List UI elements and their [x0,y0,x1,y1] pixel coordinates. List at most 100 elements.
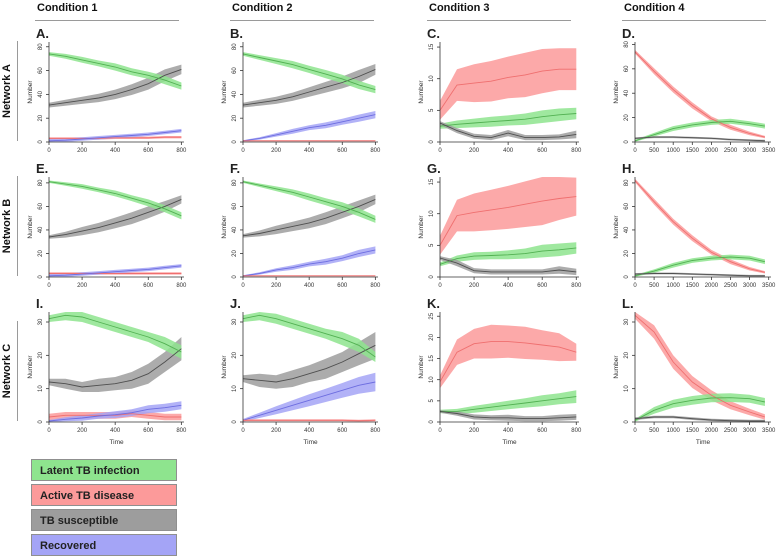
svg-text:400: 400 [304,148,315,154]
chart-L: 0 500 1000 1500 2000 2500 3000 3500 0 10 20 30 Numbe… [613,312,776,446]
svg-text:Number: Number [613,215,620,239]
chart-C: 0 200 400 600 800 0 5 10 15 Number [418,42,582,154]
chart-K: 0 200 400 600 800 0 5 10 15 20 25 Number Time [418,312,582,446]
svg-text:800: 800 [370,148,381,154]
svg-text:600: 600 [143,148,154,154]
svg-text:10: 10 [624,385,630,392]
panel-D: D. 0 500 1000 1500 2000 2500 3000 3500 0 20 40 60 80… [608,26,777,156]
svg-text:20: 20 [429,333,435,340]
svg-text:20: 20 [624,249,630,256]
svg-text:40: 40 [232,90,238,97]
row-label-network-b: Network B [0,176,18,276]
svg-text:600: 600 [337,283,348,289]
svg-text:1000: 1000 [667,148,681,154]
panel-B: B. 0 200 400 600 800 0 20 40 60 80 Number [216,26,384,156]
chart-I: 0 200 400 600 800 0 10 20 30 Number Time [27,312,187,446]
svg-text:1500: 1500 [686,428,700,434]
svg-text:0: 0 [241,283,245,289]
svg-text:800: 800 [176,428,187,434]
svg-text:200: 200 [469,283,480,289]
svg-text:2500: 2500 [724,148,738,154]
svg-text:0: 0 [232,420,238,424]
chart-H: 0 500 1000 1500 2000 2500 3000 3500 0 20 40 60 80 Num… [613,177,776,289]
svg-text:10: 10 [429,376,435,383]
svg-text:Number: Number [27,80,34,104]
svg-text:20: 20 [624,351,630,358]
svg-text:0: 0 [241,428,245,434]
svg-text:20: 20 [232,351,238,358]
legend: Latent TB infection Active TB disease TB… [31,459,177,559]
svg-text:15: 15 [429,355,435,362]
chart-A: 0 200 400 600 800 0 20 40 60 80 Number [27,42,187,154]
svg-text:20: 20 [232,114,238,121]
svg-text:1500: 1500 [686,283,700,289]
svg-text:Number: Number [221,215,228,239]
svg-text:60: 60 [624,65,630,72]
svg-text:Number: Number [221,355,228,379]
svg-text:Time: Time [502,439,517,446]
svg-text:600: 600 [537,428,548,434]
svg-text:400: 400 [110,428,121,434]
panel-letter-I: I. [36,296,44,311]
panel-letter-B: B. [230,26,243,41]
svg-text:800: 800 [571,148,582,154]
svg-text:200: 200 [77,283,88,289]
svg-text:80: 80 [38,179,44,186]
svg-text:200: 200 [77,428,88,434]
svg-text:20: 20 [232,249,238,256]
svg-text:60: 60 [624,202,630,209]
svg-text:600: 600 [537,148,548,154]
legend-item-latent-tb-infection: Latent TB infection [31,459,177,481]
svg-text:20: 20 [624,114,630,121]
svg-text:30: 30 [624,318,630,325]
svg-text:200: 200 [77,148,88,154]
svg-text:5: 5 [429,108,435,112]
svg-text:500: 500 [649,428,660,434]
svg-text:40: 40 [624,226,630,233]
chart-E: 0 200 400 600 800 0 20 40 60 80 Number [27,177,187,289]
column-header-condition-1: Condition 1 [35,2,179,21]
panel-I: I. 0 200 400 600 800 0 10 20 30 Number Time [22,296,190,448]
legend-item-active-tb-disease: Active TB disease [31,484,177,506]
svg-text:0: 0 [633,148,637,154]
panel-letter-L: L. [622,296,634,311]
svg-text:15: 15 [429,178,435,185]
svg-text:400: 400 [503,148,514,154]
svg-text:40: 40 [38,226,44,233]
svg-text:0: 0 [47,283,51,289]
svg-text:2000: 2000 [705,283,719,289]
legend-item-recovered: Recovered [31,534,177,556]
svg-text:400: 400 [304,283,315,289]
panel-letter-J: J. [230,296,241,311]
svg-text:Number: Number [613,355,620,379]
svg-text:0: 0 [38,420,44,424]
svg-text:2000: 2000 [705,148,719,154]
svg-text:200: 200 [469,428,480,434]
svg-text:3500: 3500 [762,428,776,434]
svg-text:20: 20 [38,249,44,256]
svg-text:600: 600 [143,283,154,289]
svg-text:0: 0 [47,148,51,154]
svg-text:600: 600 [337,148,348,154]
chart-G: 0 200 400 600 800 0 5 10 15 Number [418,177,582,289]
svg-text:Number: Number [613,80,620,104]
svg-text:600: 600 [537,283,548,289]
svg-text:3500: 3500 [762,283,776,289]
panel-J: J. 0 200 400 600 800 0 10 20 30 Number Time [216,296,384,448]
svg-text:30: 30 [232,318,238,325]
svg-text:800: 800 [176,148,187,154]
svg-text:25: 25 [429,312,435,319]
svg-text:0: 0 [429,275,435,279]
svg-text:3000: 3000 [743,283,757,289]
svg-text:800: 800 [571,428,582,434]
chart-F: 0 200 400 600 800 0 20 40 60 80 Number [221,177,381,289]
svg-text:Time: Time [303,439,318,446]
svg-text:0: 0 [38,275,44,279]
svg-text:0: 0 [241,148,245,154]
svg-text:3000: 3000 [743,148,757,154]
svg-text:5: 5 [429,399,435,403]
svg-text:800: 800 [370,428,381,434]
svg-text:0: 0 [624,420,630,424]
panel-H: H. 0 500 1000 1500 2000 2500 3000 3500 0 20 40 60 80… [608,161,777,291]
